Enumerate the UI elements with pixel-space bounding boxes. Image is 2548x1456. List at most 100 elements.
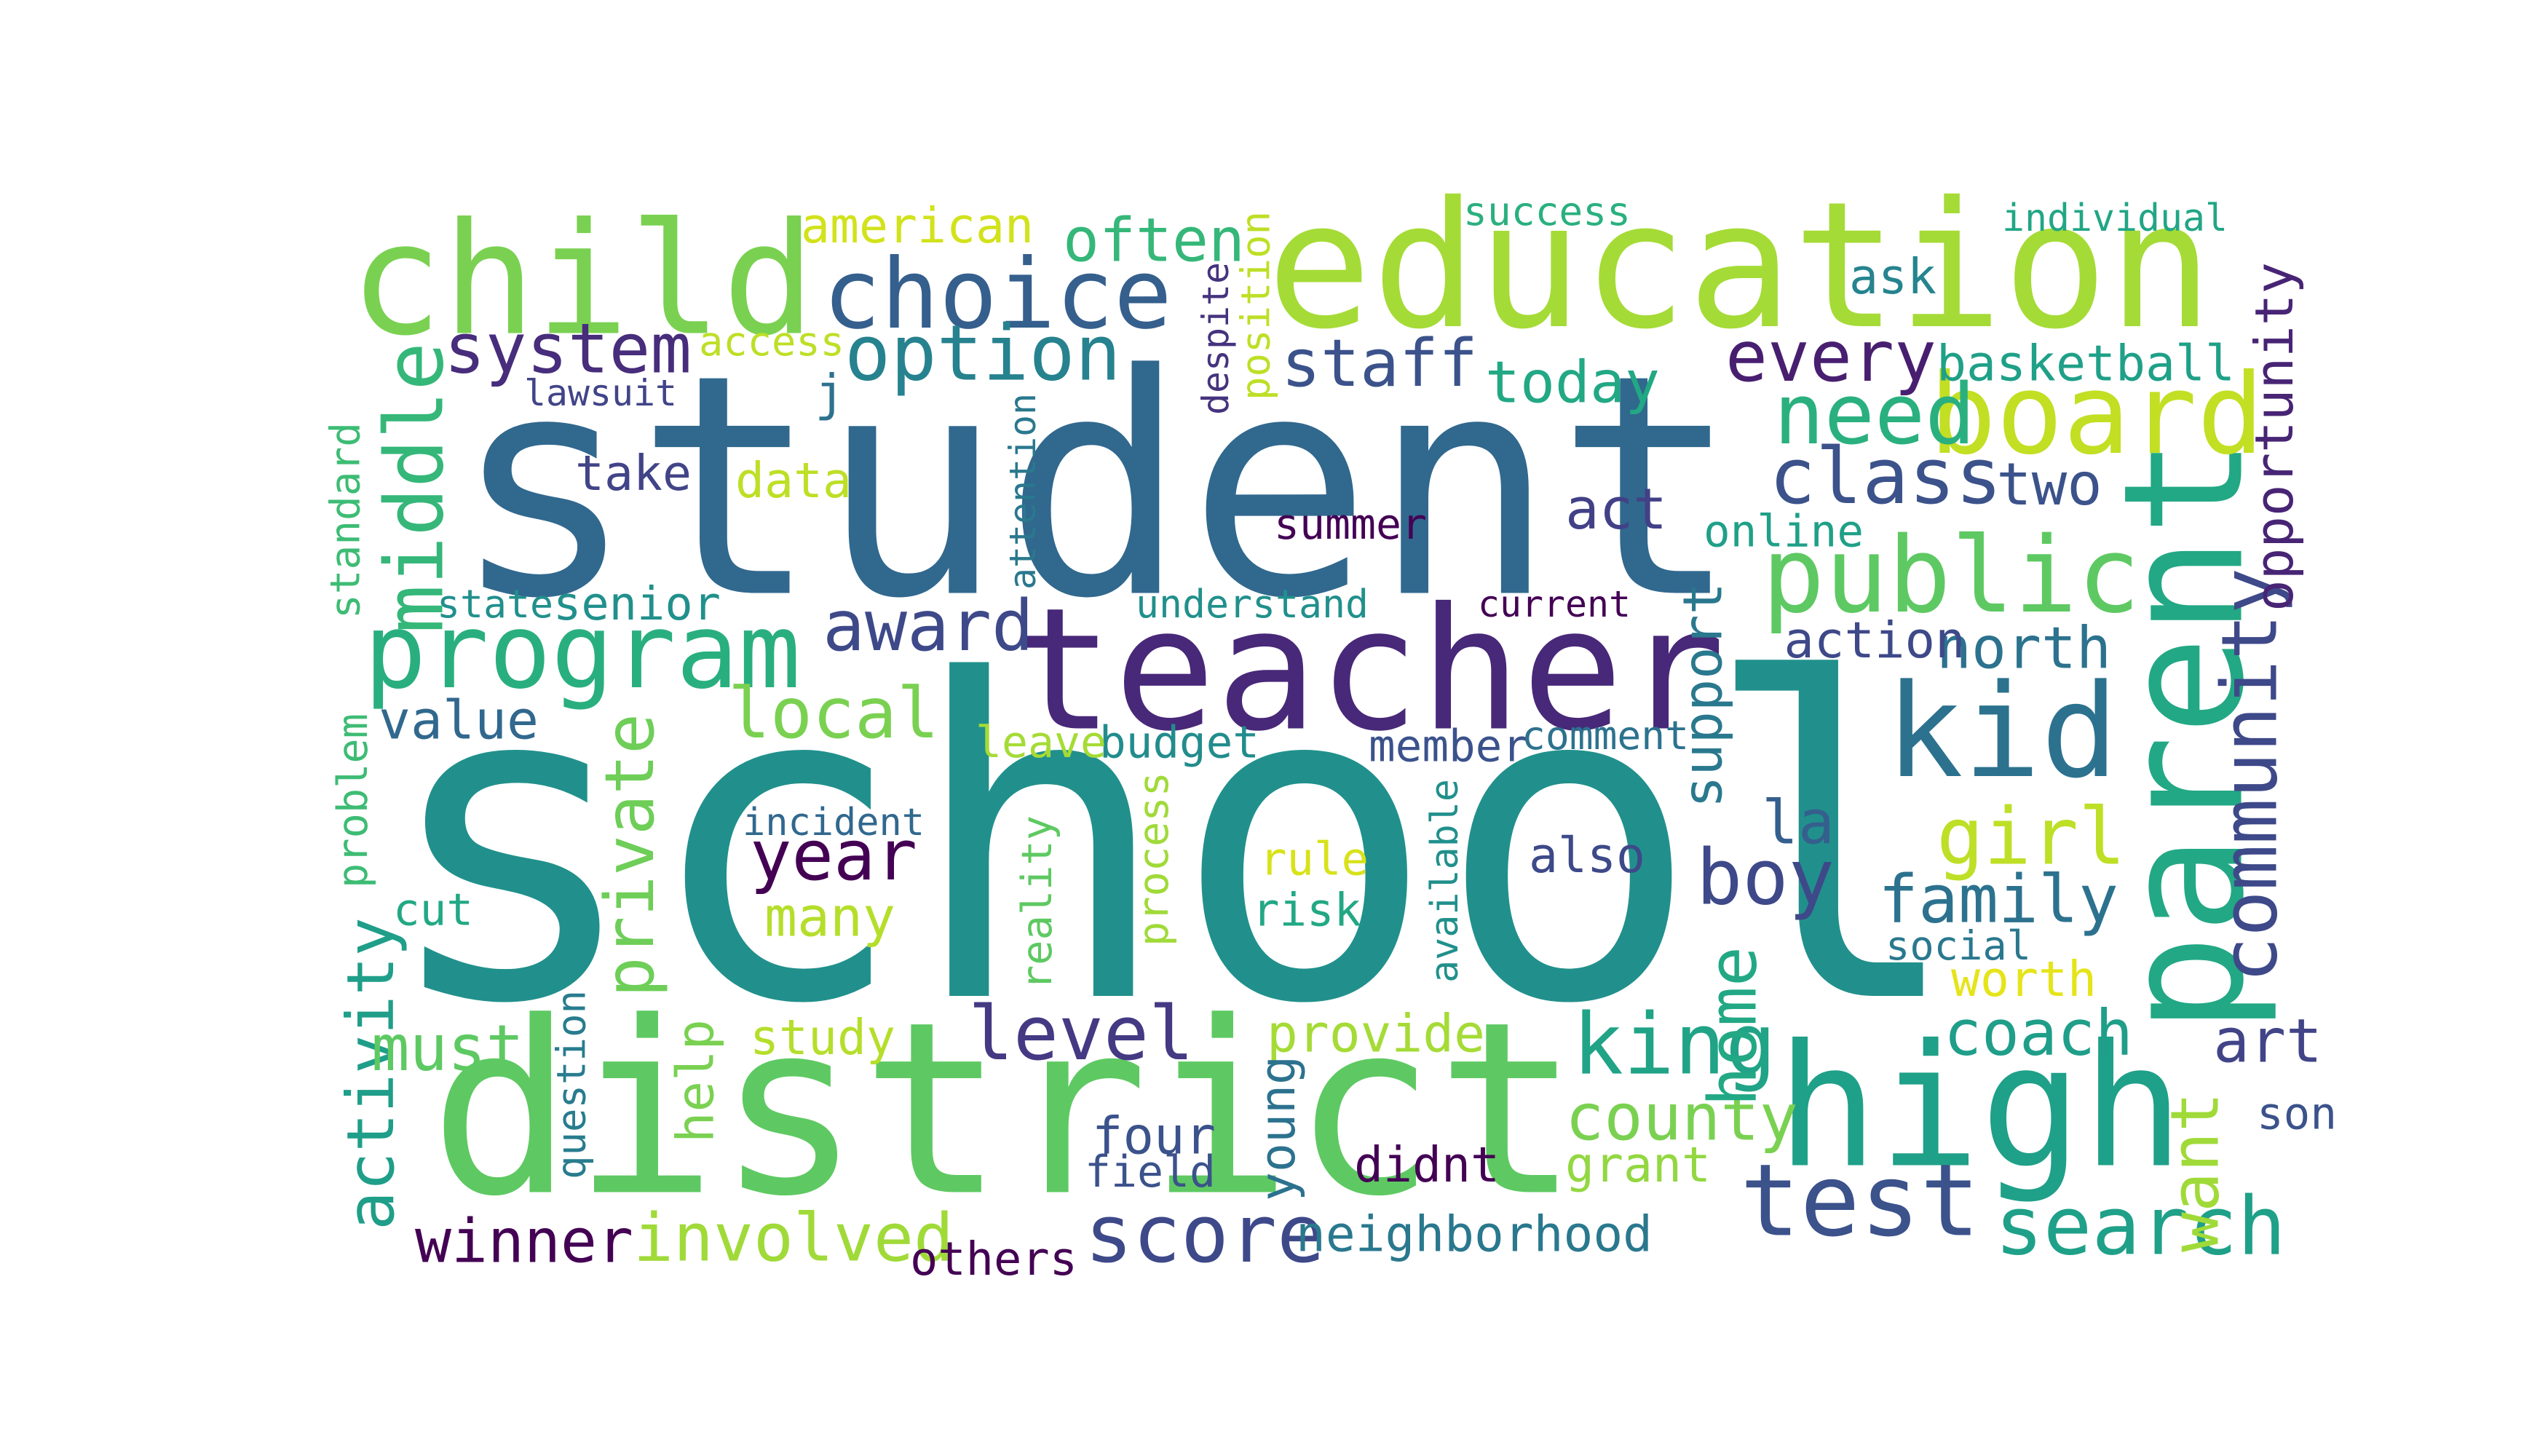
word-state: state <box>437 582 553 627</box>
word-girl: girl <box>1936 792 2126 883</box>
word-parent: parent <box>2088 437 2281 1034</box>
word-attention: attention <box>1002 393 1044 590</box>
word-others: others <box>910 1233 1077 1286</box>
word-action: action <box>1784 612 1965 670</box>
word-test: test <box>1740 1144 1980 1259</box>
word-worth: worth <box>1951 951 2097 1008</box>
word-family: family <box>1878 860 2118 938</box>
word-teacher: teacher <box>1012 571 1725 769</box>
word-award: award <box>823 585 1034 667</box>
word-study: study <box>750 1009 895 1066</box>
word-field: field <box>1085 1147 1216 1198</box>
word-activity: activity <box>333 917 409 1230</box>
word-senior: senior <box>553 577 721 631</box>
word-option: option <box>844 309 1121 398</box>
word-district: district <box>430 972 1580 1249</box>
word-student: student <box>451 310 1740 666</box>
word-choice: choice <box>823 239 1172 351</box>
word-must: must <box>371 1011 524 1085</box>
word-many: many <box>764 886 895 949</box>
word-score: score <box>1085 1187 1325 1281</box>
word-process: process <box>1130 772 1178 946</box>
word-year: year <box>750 815 917 896</box>
word-online: online <box>1704 506 1864 558</box>
word-program: program <box>364 591 801 712</box>
word-leave: leave <box>976 717 1107 768</box>
word-position: position <box>1233 211 1279 400</box>
word-search: search <box>1995 1180 2286 1274</box>
word-standard: standard <box>323 422 370 619</box>
word-class: class <box>1769 432 2002 522</box>
word-member: member <box>1369 721 1529 772</box>
word-lawsuit: lawsuit <box>524 372 677 414</box>
word-data: data <box>735 452 852 509</box>
word-county: county <box>1565 1080 1798 1155</box>
word-education: education <box>1267 164 2213 368</box>
word-local: local <box>728 673 939 754</box>
word-problem: problem <box>329 713 377 888</box>
word-help: help <box>665 1019 726 1143</box>
word-public: public <box>1762 514 2140 636</box>
word-despite: despite <box>1195 262 1237 415</box>
word-today: today <box>1485 349 1660 416</box>
word-risk: risk <box>1252 884 1361 937</box>
word-four: four <box>1092 1106 1216 1166</box>
word-art: art <box>2213 1006 2322 1077</box>
word-success: success <box>1463 188 1631 234</box>
word-staff: staff <box>1281 326 1478 402</box>
word-every: every <box>1725 316 1936 397</box>
word-access: access <box>699 319 844 365</box>
word-j: j <box>815 364 845 422</box>
word-cut: cut <box>393 885 473 936</box>
word-act: act <box>1565 477 1667 542</box>
word-board: board <box>1929 350 2264 480</box>
word-social: social <box>1886 923 2031 970</box>
word-want: want <box>2156 1092 2234 1252</box>
word-budget: budget <box>1099 717 1259 769</box>
word-home: home <box>1694 946 1772 1107</box>
word-winner: winner <box>415 1206 633 1277</box>
word-value: value <box>379 690 539 752</box>
word-middle: middle <box>368 342 462 633</box>
word-coach: coach <box>1944 997 2133 1070</box>
word-son: son <box>2257 1088 2337 1140</box>
word-reality: reality <box>1013 815 1061 990</box>
word-basketball: basketball <box>1936 336 2235 393</box>
word-grant: grant <box>1565 1136 1711 1193</box>
word-community: community <box>2205 568 2295 983</box>
word-kid: kid <box>1886 657 2118 807</box>
word-two: two <box>1996 450 2102 518</box>
word-also: also <box>1529 827 1645 884</box>
word-current: current <box>1478 583 1631 625</box>
word-school: school <box>379 589 1966 1100</box>
word-high: high <box>1776 1008 2184 1206</box>
word-private: private <box>590 713 669 997</box>
word-ask: ask <box>1849 248 1936 305</box>
word-individual: individual <box>2002 197 2228 240</box>
word-king: king <box>1572 996 1776 1094</box>
word-often: often <box>1063 205 1245 276</box>
word-young: young <box>1249 1056 1306 1201</box>
word-didnt: didnt <box>1354 1136 1500 1193</box>
word-american: american <box>801 197 1034 254</box>
word-question: question <box>549 990 595 1179</box>
word-incident: incident <box>743 801 925 844</box>
word-system: system <box>444 310 692 389</box>
word-rule: rule <box>1259 833 1369 886</box>
word-understand: understand <box>1136 582 1369 627</box>
word-involved: involved <box>633 1199 954 1277</box>
word-opportunity: opportunity <box>2244 262 2306 612</box>
word-level: level <box>968 990 1194 1077</box>
word-take: take <box>575 445 692 502</box>
word-boy: boy <box>1696 833 1835 922</box>
word-need: need <box>1774 366 1976 464</box>
word-summer: summer <box>1274 499 1427 549</box>
word-child: child <box>349 191 815 371</box>
word-support: support <box>1673 582 1735 808</box>
word-north: north <box>1936 614 2111 682</box>
word-comment: comment <box>1522 712 1689 759</box>
word-neighborhood: neighborhood <box>1296 1206 1653 1263</box>
word-available: available <box>1423 779 1467 983</box>
